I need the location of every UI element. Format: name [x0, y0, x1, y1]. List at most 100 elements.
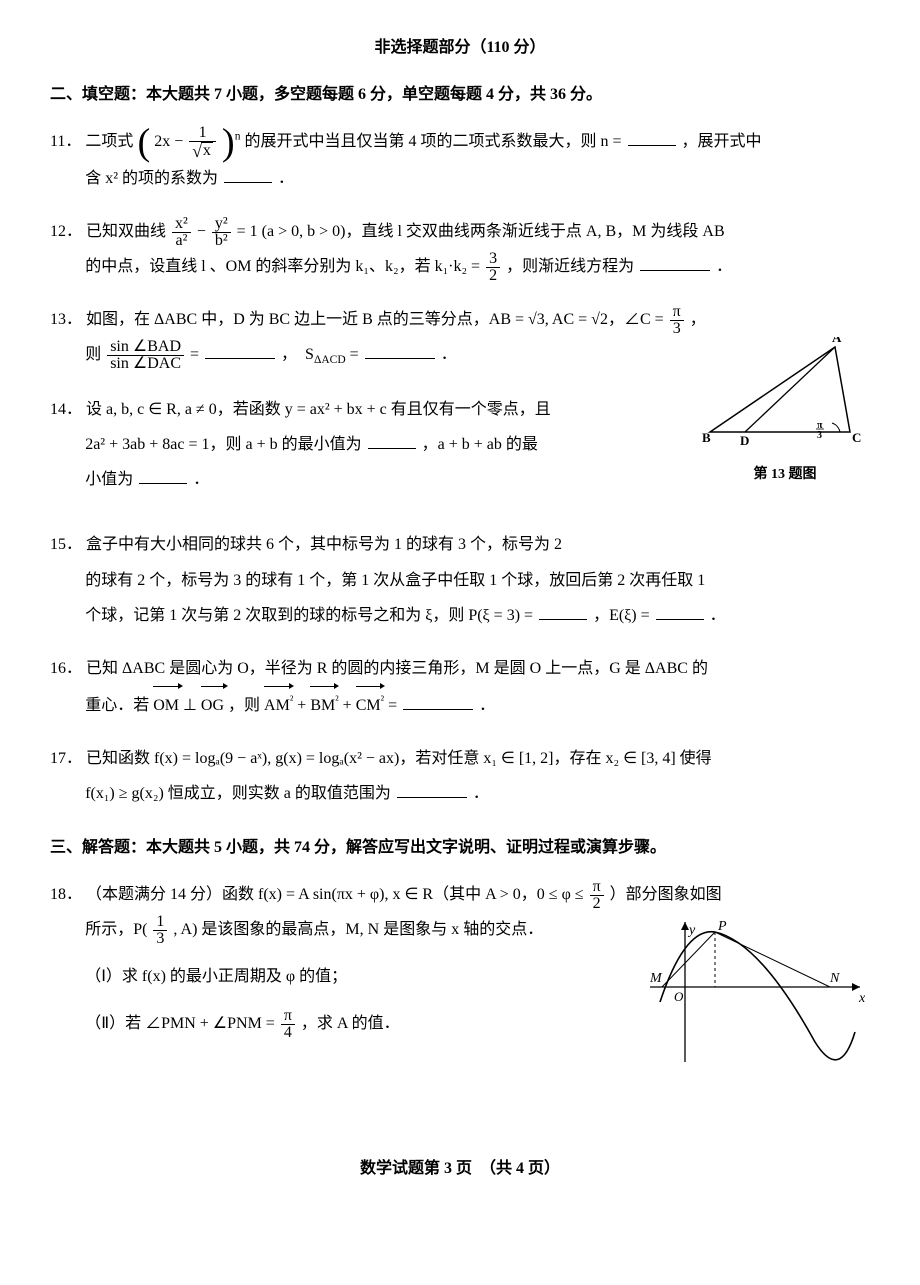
q16-b: ，则 [228, 697, 264, 714]
frAn: π [670, 304, 684, 321]
blank [656, 604, 704, 619]
comma: ， [690, 311, 706, 328]
q12-text-a: 已知双曲线 [86, 223, 166, 240]
blank [205, 344, 275, 359]
question-11: 11． 二项式 ( 2x − 1 √x )n 的展开式中当且仅当第 4 项的二项… [50, 124, 870, 195]
period: ． [479, 697, 495, 714]
qnum-11: 11． [50, 133, 81, 150]
q17-line2b: ． [473, 785, 489, 802]
svg-text:O: O [674, 989, 684, 1004]
fr1d: a² [172, 233, 191, 249]
sq1: ² [290, 695, 293, 707]
q18-part2b: ，求 A 的值． [301, 1015, 400, 1032]
q13-line1: 如图，在 ΔABC 中，D 为 BC 边上一近 B 点的三等分点，AB = √3… [86, 311, 664, 328]
figure-18-sine: y x O P M N [640, 912, 870, 1085]
q18-line1b: ）部分图象如图 [610, 886, 722, 903]
plus2: + [343, 697, 356, 714]
q12-line2b: ，则渐近线方程为 [506, 258, 634, 275]
question-16: 16． 已知 ΔABC 是圆心为 O，半径为 R 的圆的内接三角形，M 是圆 O… [50, 651, 870, 723]
frAd: 3 [670, 321, 684, 337]
fr2d: b² [212, 233, 231, 249]
sq2: ² [335, 695, 338, 707]
q12-eq: = 1 (a > 0, b > 0)，直线 l 交双曲线两条渐近线于点 A, B… [237, 223, 725, 240]
qnum-16: 16． [50, 660, 82, 677]
eq2: = [350, 346, 363, 363]
period: ． [441, 346, 457, 363]
q11-text-a: 二项式 [85, 133, 133, 150]
blank [640, 255, 710, 270]
perp: ⊥ [183, 697, 201, 714]
svg-text:P: P [717, 919, 727, 934]
q12-frac1: x² a² [172, 216, 191, 249]
fr3d: 4 [281, 1025, 295, 1041]
eq: = [388, 697, 401, 714]
svg-text:M: M [649, 971, 663, 986]
blank [224, 167, 272, 182]
q11-line2b: ． [278, 170, 294, 187]
question-12: 12． 已知双曲线 x² a² − y² b² = 1 (a > 0, b > … [50, 214, 870, 284]
q11-frac-num: 1 [189, 125, 216, 142]
q12-frac2: y² b² [212, 216, 231, 249]
q11-text-c: ，展开式中 [682, 133, 762, 150]
frd: 2 [590, 896, 604, 912]
plus1: + [297, 697, 310, 714]
q15-line3a: 个球，记第 1 次与第 2 次取到的球的标号之和为 ξ，则 P(ξ = 3) = [85, 607, 537, 624]
q12-line2c: ． [716, 258, 732, 275]
svg-text:y: y [687, 923, 696, 938]
frBn: sin ∠BAD [107, 339, 184, 356]
blank [628, 131, 676, 146]
q16-line1: 已知 ΔABC 是圆心为 O，半径为 R 的圆的内接三角形，M 是圆 O 上一点… [86, 660, 708, 677]
q18-line1a: （本题满分 14 分）函数 f(x) = A sin(πx + φ), x ∈ … [86, 886, 584, 903]
q11-frac-den: √x [189, 142, 216, 161]
q18-line2a: 所示，P( [85, 921, 147, 938]
vec-cm: CM [356, 686, 381, 723]
blank [397, 783, 467, 798]
qnum-14: 14． [50, 401, 82, 418]
blank [539, 604, 587, 619]
q13-then: 则 [85, 346, 101, 363]
q15-line3b: ，E(ξ) = [593, 607, 654, 624]
fr3d: 2 [486, 268, 500, 284]
q11-exp: n [235, 131, 241, 143]
lparen: ( [137, 122, 150, 164]
question-13: 13． 如图，在 ΔABC 中，D 为 BC 边上一近 B 点的三等分点，AB … [50, 302, 870, 374]
q16-a: 重心．若 [85, 697, 153, 714]
q14-line3b: ． [193, 471, 209, 488]
minus: − [197, 223, 206, 240]
question-18: 18． （本题满分 14 分）函数 f(x) = A sin(πx + φ), … [50, 877, 870, 1042]
section-3-title: 三、解答题：本大题共 5 小题，共 74 分，解答应写出文字说明、证明过程或演算… [50, 830, 870, 865]
page-header: 非选择题部分（110 分） [50, 30, 870, 65]
vec-og: OG [201, 686, 224, 723]
q13-sub: ΔACD [314, 354, 346, 366]
question-15: 15． 盒子中有大小相同的球共 6 个，其中标号为 1 的球有 3 个，标号为 … [50, 527, 870, 633]
vec-bm: BM [310, 686, 335, 723]
q15-line1: 盒子中有大小相同的球共 6 个，其中标号为 1 的球有 3 个，标号为 2 [86, 536, 562, 553]
q11-sqrt-x: x [201, 142, 213, 159]
q11-text-b: 的展开式中当且仅当第 4 项的二项式系数最大，则 n = [244, 133, 621, 150]
q18-part2a: （Ⅱ）若 ∠PMN + ∠PNM = [85, 1015, 275, 1032]
q13-fracB: sin ∠BAD sin ∠DAC [107, 339, 184, 372]
question-17: 17． 已知函数 f(x) = logₐ(9 − aˣ), g(x) = log… [50, 741, 870, 811]
q18-line2b: , A) 是该图象的最高点，M, N 是图象与 x 轴的交点． [173, 921, 543, 938]
q14-line3a: 小值为 [85, 471, 133, 488]
sq3: ² [381, 695, 384, 707]
blank [368, 434, 416, 449]
question-14: 14． 设 a, b, c ∈ R, a ≠ 0，若函数 y = ax² + b… [50, 392, 870, 498]
fr2n: y² [212, 216, 231, 233]
eq: = [190, 346, 203, 363]
page-footer: 数学试题第 3 页 （共 4 页） [50, 1151, 870, 1186]
q14-line2a: 2a² + 3ab + 8ac = 1，则 a + b 的最小值为 [85, 436, 361, 453]
svg-text:x: x [858, 991, 866, 1006]
q15-line3c: ． [710, 607, 726, 624]
q14-line2b: ，a + b + ab 的最 [422, 436, 538, 453]
q12-line2a: 的中点，设直线 l 、OM 的斜率分别为 k₁、k₂，若 k₁·k₂ = [85, 258, 480, 275]
qnum-13: 13． [50, 311, 82, 328]
q15-line2: 的球有 2 个，标号为 3 的球有 1 个，第 1 次从盒子中任取 1 个球，放… [85, 563, 870, 598]
blank [403, 695, 473, 710]
qnum-18: 18． [50, 886, 82, 903]
q11-expr: 2x − [154, 133, 183, 150]
svg-text:N: N [829, 971, 840, 986]
svg-text:A: A [832, 337, 842, 345]
q17-line2a: f(x₁) ≥ g(x₂) 恒成立，则实数 a 的取值范围为 [85, 785, 391, 802]
blank [365, 344, 435, 359]
